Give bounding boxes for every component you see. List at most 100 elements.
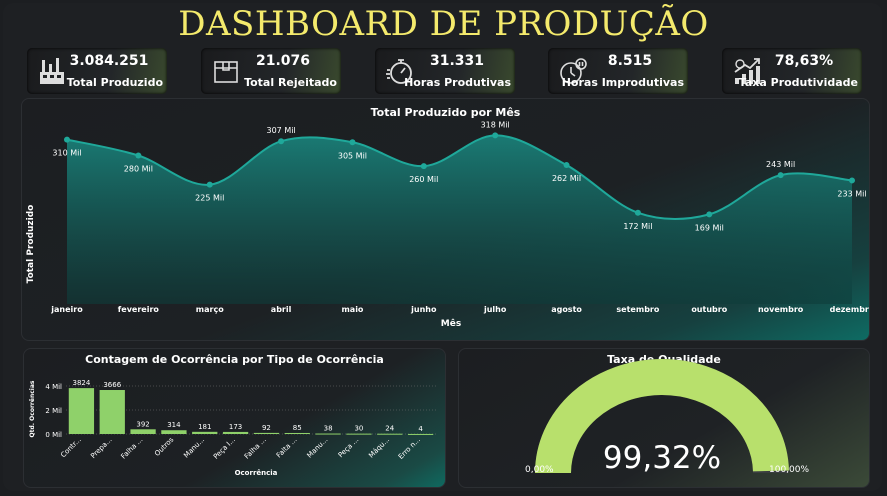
box-icon (214, 61, 238, 83)
data-point[interactable] (64, 136, 70, 143)
x-tick-label: fevereiro (118, 305, 160, 314)
gauge-max-label: 100,00% (769, 465, 809, 475)
data-point[interactable] (420, 163, 427, 170)
bar[interactable] (68, 388, 95, 434)
x-tick-label: maio (341, 305, 363, 314)
data-label: 262 Mil (552, 174, 581, 183)
bar-chart[interactable]: Qtd. Ocorrências Ocorrência 0 Mil 2 Mil 4 … (24, 349, 445, 487)
data-point[interactable] (206, 181, 213, 188)
x-tick-label: Prepa... (89, 436, 113, 460)
line-chart-title: Total Produzido por Mês (370, 106, 521, 119)
bar[interactable] (407, 433, 434, 435)
kpi-card-taxa-produtividade[interactable]: 78,63% Taxa Produtividade (722, 48, 862, 94)
bar-value-label: 24 (385, 425, 394, 433)
kpi-card-horas-produtivas[interactable]: 31.331 Horas Produtivas (375, 48, 515, 94)
growth-chart-icon (734, 58, 760, 84)
data-label: 305 Mil (338, 151, 367, 160)
bar[interactable] (253, 432, 280, 434)
x-tick-label: janeiro (50, 305, 83, 314)
x-tick-label: Erro n... (397, 436, 422, 461)
kpi-value: 8.515 (607, 53, 653, 69)
bar-x-axis-label: Ocorrência (235, 469, 278, 477)
data-point[interactable] (849, 177, 855, 184)
x-tick-label: março (196, 305, 224, 314)
bar[interactable] (222, 431, 249, 434)
bar-value-label: 314 (167, 421, 181, 429)
x-tick-label: Contr... (59, 436, 83, 460)
data-point[interactable] (777, 172, 784, 179)
bar-y-axis-label: Qtd. Ocorrências (29, 380, 36, 437)
stopwatch-icon (386, 59, 412, 84)
bar-value-label: 173 (229, 423, 242, 431)
x-tick-label: Manu... (182, 436, 206, 460)
data-label: 169 Mil (695, 223, 724, 232)
kpi-value: 31.331 (429, 53, 485, 69)
line-chart-panel: Total Produzido por Mês Total Produzido … (21, 98, 870, 341)
x-tick-label: outubro (691, 305, 727, 314)
data-point[interactable] (349, 139, 356, 146)
data-point[interactable] (135, 152, 142, 159)
bar[interactable] (346, 433, 372, 435)
x-tick-label: agosto (551, 305, 582, 314)
x-tick-label: Manu... (306, 436, 330, 460)
x-tick-label: dezembro (830, 305, 869, 314)
data-label: 172 Mil (623, 222, 652, 231)
x-tick-label: Falha ... (120, 436, 145, 461)
data-label: 225 Mil (195, 194, 224, 203)
line-x-axis-label: Mês (441, 318, 461, 329)
kpi-value: 3.084.251 (69, 53, 149, 69)
data-label: 233 Mil (837, 189, 866, 198)
bar[interactable] (192, 431, 218, 434)
clock-pause-icon (560, 58, 587, 84)
data-point[interactable] (563, 162, 570, 169)
data-point[interactable] (492, 132, 499, 139)
area-fill (67, 135, 852, 304)
x-tick-label: setembro (616, 305, 659, 314)
bar-chart-panel: Contagem de Ocorrência por Tipo de Ocorr… (23, 348, 446, 488)
data-point[interactable] (706, 211, 713, 218)
bar-value-label: 92 (262, 424, 271, 432)
bar[interactable] (377, 433, 403, 435)
kpi-card-total-rejeitado[interactable]: 21.076 Total Rejeitado (201, 48, 341, 94)
x-tick-label: Outros (153, 436, 175, 458)
bar-value-label: 38 (324, 425, 333, 433)
x-tick-label: Máqu... (367, 436, 391, 460)
series-line (66, 134, 853, 221)
gauge-panel: Taxa de Qualidade 99,32% 0,00% 100,00% (458, 348, 870, 488)
bar-value-label: 30 (354, 425, 363, 433)
page-title: DASHBOARD DE PRODUÇÃO (178, 4, 709, 44)
y-tick-label: 4 Mil (45, 383, 62, 391)
x-tick-label: Falha ... (243, 436, 268, 461)
bar-value-label: 3824 (73, 379, 91, 387)
bar-value-label: 181 (198, 423, 211, 431)
quality-gauge[interactable]: 99,32% 0,00% 100,00% (459, 349, 869, 487)
bar-value-label: 3666 (103, 381, 121, 389)
bar[interactable] (315, 433, 341, 435)
x-tick-label: Falta ... (275, 436, 299, 460)
kpi-card-horas-improdutivas[interactable]: 8.515 Horas Improdutivas (548, 48, 688, 94)
x-tick-label: Peça I... (212, 436, 237, 461)
line-chart[interactable]: Total Produzido Mês 310 Mil janeiro 280 Mi… (22, 99, 869, 340)
bar[interactable] (161, 430, 187, 434)
gauge-fill (535, 359, 789, 474)
kpi-label: Horas Improdutivas (561, 76, 684, 89)
data-point[interactable] (634, 209, 641, 216)
bar[interactable] (99, 390, 125, 434)
bar[interactable] (284, 432, 310, 434)
y-tick-label: 2 Mil (45, 407, 62, 415)
kpi-label: Total Rejeitado (244, 76, 337, 89)
x-tick-label: Peça ... (337, 436, 361, 460)
kpi-card-total-produzido[interactable]: 3.084.251 Total Produzido (27, 48, 167, 94)
line-y-axis-label: Total Produzido (26, 205, 36, 284)
kpi-value: 21.076 (255, 53, 311, 69)
bar-chart-title: Contagem de Ocorrência por Tipo de Ocorr… (85, 353, 384, 366)
factory-icon (40, 58, 64, 84)
data-label: 318 Mil (481, 120, 510, 129)
bar[interactable] (130, 429, 156, 434)
x-tick-label: julho (483, 305, 507, 314)
bar-value-label: 85 (293, 424, 302, 432)
kpi-label: Horas Produtivas (404, 76, 511, 89)
data-point[interactable] (278, 138, 285, 145)
gauge-value: 99,32% (603, 440, 721, 476)
data-label: 310 Mil (52, 149, 81, 158)
